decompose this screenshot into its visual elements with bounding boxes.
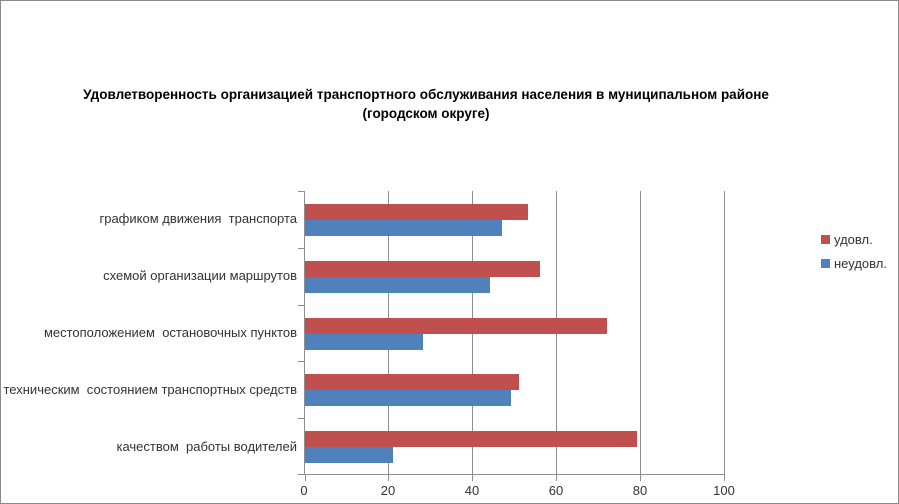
legend-marker-icon [821, 258, 830, 268]
value-axis-tick-60 [556, 475, 557, 481]
bar-satisfied-0 [305, 204, 528, 220]
gridline-80 [640, 191, 641, 475]
category-label-0: графиком движения транспорта [99, 211, 297, 227]
chart-title-line-1: Удовлетворенность организацией транспорт… [83, 87, 769, 102]
category-axis-tick-0 [298, 191, 305, 192]
gridline-100 [724, 191, 725, 475]
legend: удовл. неудовл. [821, 230, 887, 278]
legend-marker-icon [821, 234, 830, 244]
value-axis-tick-80 [640, 475, 641, 481]
value-axis-label-60: 60 [548, 483, 564, 498]
value-axis-tick-100 [724, 475, 725, 481]
legend-entry-unsatisfied: неудовл. [821, 254, 887, 272]
category-axis-tick-2 [298, 305, 305, 306]
category-axis-tick-3 [298, 361, 305, 362]
value-axis-tick-20 [388, 475, 389, 481]
category-axis-tick-1 [298, 248, 305, 249]
bar-unsatisfied-3 [305, 390, 511, 407]
plot-area [298, 191, 725, 481]
chart-title-line-2: (городском округе) [362, 106, 490, 121]
value-axis-label-80: 80 [632, 483, 648, 498]
category-label-3: техническим состоянием транспортных сред… [3, 381, 298, 397]
value-axis-label-100: 100 [713, 483, 735, 498]
category-axis-labels: графиком движения транспорта схемой орган… [1, 191, 298, 475]
category-label-1: схемой организации маршрутов [103, 268, 297, 284]
bar-unsatisfied-0 [305, 220, 503, 236]
bar-satisfied-3 [305, 374, 520, 391]
bar-unsatisfied-1 [305, 276, 490, 293]
bar-satisfied-1 [305, 260, 541, 277]
value-axis-tick-40 [472, 475, 473, 481]
chart-title: Удовлетворенность организацией транспорт… [56, 85, 796, 123]
category-axis-tick-5 [298, 474, 305, 475]
legend-label-satisfied: удовл. [834, 231, 873, 247]
bar-satisfied-4 [305, 431, 637, 448]
value-axis-label-0: 0 [300, 483, 308, 498]
category-label-4: качеством работы водителей [116, 438, 297, 454]
value-axis-tick-0 [305, 475, 306, 481]
value-axis-label-20: 20 [380, 483, 396, 498]
bar-unsatisfied-4 [305, 447, 394, 464]
legend-entry-satisfied: удовл. [821, 230, 887, 248]
legend-label-unsatisfied: неудовл. [834, 255, 887, 271]
category-label-2: местоположением остановочных пунктов [43, 325, 297, 340]
value-axis-label-40: 40 [464, 483, 480, 498]
category-axis-tick-4 [298, 418, 305, 419]
bar-satisfied-2 [305, 317, 608, 334]
value-axis-labels: 0 20 40 60 80 100 [300, 483, 734, 501]
bar-unsatisfied-2 [305, 333, 423, 350]
